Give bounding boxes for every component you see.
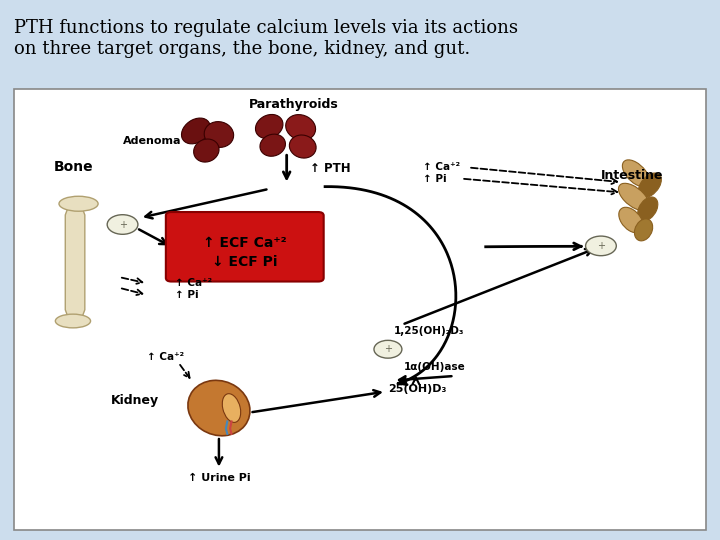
FancyBboxPatch shape <box>166 212 324 281</box>
Text: 25(OH)D₃: 25(OH)D₃ <box>388 384 446 394</box>
Circle shape <box>585 236 616 255</box>
Ellipse shape <box>286 114 315 140</box>
Text: +: + <box>597 241 605 251</box>
Ellipse shape <box>222 394 240 422</box>
Text: Adenoma: Adenoma <box>123 136 182 146</box>
Ellipse shape <box>638 197 658 221</box>
Ellipse shape <box>289 135 316 158</box>
Ellipse shape <box>188 380 250 436</box>
Text: Bone: Bone <box>54 160 94 173</box>
Ellipse shape <box>59 196 98 211</box>
Ellipse shape <box>55 314 91 328</box>
Text: ↑ Pi: ↑ Pi <box>423 174 446 184</box>
Ellipse shape <box>204 122 234 147</box>
Text: ↓ ECF Pi: ↓ ECF Pi <box>212 255 277 269</box>
Ellipse shape <box>634 219 652 241</box>
Ellipse shape <box>639 173 662 198</box>
Text: Parathyroids: Parathyroids <box>249 98 338 111</box>
Text: +: + <box>384 344 392 354</box>
Text: ↑ Ca⁺²: ↑ Ca⁺² <box>175 278 212 288</box>
Ellipse shape <box>618 183 649 211</box>
Text: ↑ Urine Pi: ↑ Urine Pi <box>188 474 251 483</box>
Text: ↑ Ca⁺²: ↑ Ca⁺² <box>423 161 460 172</box>
Ellipse shape <box>181 118 210 144</box>
Text: +: + <box>119 219 127 230</box>
Ellipse shape <box>194 139 219 162</box>
Ellipse shape <box>622 160 649 187</box>
Text: Intestine: Intestine <box>601 169 664 182</box>
Text: Kidney: Kidney <box>111 394 159 407</box>
Text: ↑ PTH: ↑ PTH <box>310 163 351 176</box>
Text: ↑ Ca⁺²: ↑ Ca⁺² <box>148 352 184 362</box>
Circle shape <box>107 215 138 234</box>
Polygon shape <box>66 206 85 319</box>
Text: 1,25(OH)₂D₃: 1,25(OH)₂D₃ <box>394 326 464 335</box>
FancyBboxPatch shape <box>14 89 706 530</box>
Circle shape <box>374 340 402 358</box>
Text: PTH functions to regulate calcium levels via its actions
on three target organs,: PTH functions to regulate calcium levels… <box>14 19 518 58</box>
Ellipse shape <box>256 114 283 139</box>
Ellipse shape <box>260 134 285 156</box>
Text: ↑ Pi: ↑ Pi <box>175 290 199 300</box>
Ellipse shape <box>618 207 643 233</box>
Text: ↑ ECF Ca⁺²: ↑ ECF Ca⁺² <box>203 236 287 250</box>
Text: 1α(OH)ase: 1α(OH)ase <box>404 362 466 372</box>
